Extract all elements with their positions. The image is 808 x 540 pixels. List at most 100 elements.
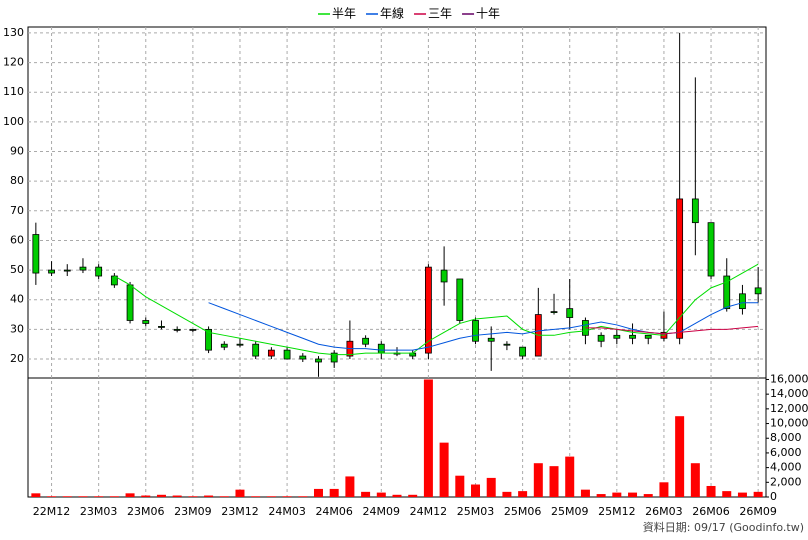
candle-body xyxy=(32,234,40,274)
y2-tick-label: 10,000 xyxy=(770,417,808,430)
footer: 資料日期: 09/17 (Goodinfo.tw) xyxy=(643,520,804,534)
volume-bar xyxy=(423,379,433,497)
candle-body xyxy=(299,355,307,360)
volume-bar xyxy=(486,477,496,497)
y-tick-label: 80 xyxy=(10,174,24,187)
candle-body xyxy=(126,284,134,321)
volume-bar xyxy=(549,466,559,497)
volume-bar xyxy=(628,492,638,497)
y-tick-label: 110 xyxy=(3,85,24,98)
volume-bar xyxy=(172,495,182,497)
candle-body xyxy=(707,222,715,277)
candle-body xyxy=(613,334,621,339)
volume-bar xyxy=(94,496,104,497)
x-tick-label: 25M12 xyxy=(598,505,636,518)
candle-body xyxy=(644,334,652,339)
candle-body xyxy=(252,343,260,357)
volume-bar xyxy=(345,476,355,497)
y2-tick-label: 0 xyxy=(770,490,777,503)
volume-bar xyxy=(251,496,261,497)
candle-body xyxy=(676,198,684,339)
y-tick-label: 70 xyxy=(10,204,24,217)
volume-bar xyxy=(298,496,308,497)
candle-body xyxy=(472,320,479,342)
candle-body xyxy=(503,343,511,346)
y-tick-label: 40 xyxy=(10,293,24,306)
x-tick-label: 23M06 xyxy=(127,505,165,518)
candle-body xyxy=(362,337,369,345)
volume-bar xyxy=(313,488,323,497)
volume-bar xyxy=(518,491,528,497)
volume-bar xyxy=(376,492,386,497)
candle-body xyxy=(236,343,244,346)
candle-body xyxy=(597,334,605,342)
legend-label: 十年 xyxy=(476,7,500,21)
volume-bar xyxy=(361,491,371,497)
volume-bar xyxy=(612,492,622,497)
volume-bar xyxy=(580,489,590,497)
y-tick-label: 50 xyxy=(10,263,24,276)
candle-body xyxy=(691,198,699,224)
volume-bar xyxy=(753,491,763,497)
candle-body xyxy=(723,275,731,310)
volume-bar xyxy=(78,496,88,497)
x-tick-label: 26M06 xyxy=(692,505,730,518)
volume-bar xyxy=(47,496,57,497)
x-tick-label: 26M09 xyxy=(739,505,777,518)
candle-body xyxy=(189,328,197,331)
volume-bar xyxy=(439,442,449,497)
candle-body xyxy=(283,349,291,360)
candle-body xyxy=(79,266,87,271)
volume-bar xyxy=(722,491,732,497)
volume-bar xyxy=(408,494,418,497)
volume-bar xyxy=(643,494,653,497)
y-tick-label: 60 xyxy=(10,233,24,246)
y2-tick-label: 8,000 xyxy=(770,431,802,444)
volume-bar xyxy=(455,475,465,497)
y-tick-label: 120 xyxy=(3,56,24,69)
candle-body xyxy=(377,343,385,354)
volume-bar xyxy=(533,463,543,497)
y2-tick-label: 16,000 xyxy=(770,372,808,385)
volume-bar xyxy=(706,485,716,497)
volume-bar xyxy=(62,496,72,497)
candle-body xyxy=(487,337,495,342)
candle-body xyxy=(566,308,574,318)
volume-bar xyxy=(188,496,198,497)
y-tick-label: 90 xyxy=(10,145,24,158)
candle-body xyxy=(142,320,150,324)
volume-bar xyxy=(690,463,700,497)
volume-bar xyxy=(204,495,214,497)
candle-body xyxy=(754,287,762,295)
volume-bar xyxy=(392,494,402,497)
volume-bar xyxy=(235,489,245,497)
candle-body xyxy=(456,278,464,321)
y-tick-label: 100 xyxy=(3,115,24,128)
legend-label: 年線 xyxy=(380,6,404,21)
volume-bar xyxy=(329,488,339,497)
candle-body xyxy=(739,293,746,310)
candle-body xyxy=(158,326,165,328)
candle-body xyxy=(519,346,527,357)
volume-bar xyxy=(266,496,276,497)
y2-tick-label: 12,000 xyxy=(770,402,808,415)
x-tick-label: 22M12 xyxy=(33,505,71,518)
x-tick-label: 23M12 xyxy=(221,505,259,518)
candle-body xyxy=(205,328,212,351)
plot-frame xyxy=(27,26,767,498)
legend-label: 半年 xyxy=(332,7,356,21)
x-tick-label: 25M06 xyxy=(504,505,542,518)
x-tick-label: 25M03 xyxy=(457,505,495,518)
ma-line xyxy=(114,263,759,356)
volume-bar xyxy=(659,482,669,497)
x-tick-label: 23M09 xyxy=(174,505,212,518)
candle-body xyxy=(48,269,55,274)
candle-body xyxy=(173,328,181,331)
volume-bar xyxy=(141,495,151,497)
x-tick-label: 23M03 xyxy=(80,505,118,518)
ma-line xyxy=(585,325,759,335)
candle-body xyxy=(267,349,275,357)
volume-bar xyxy=(219,496,229,497)
x-tick-label: 24M09 xyxy=(363,505,401,518)
